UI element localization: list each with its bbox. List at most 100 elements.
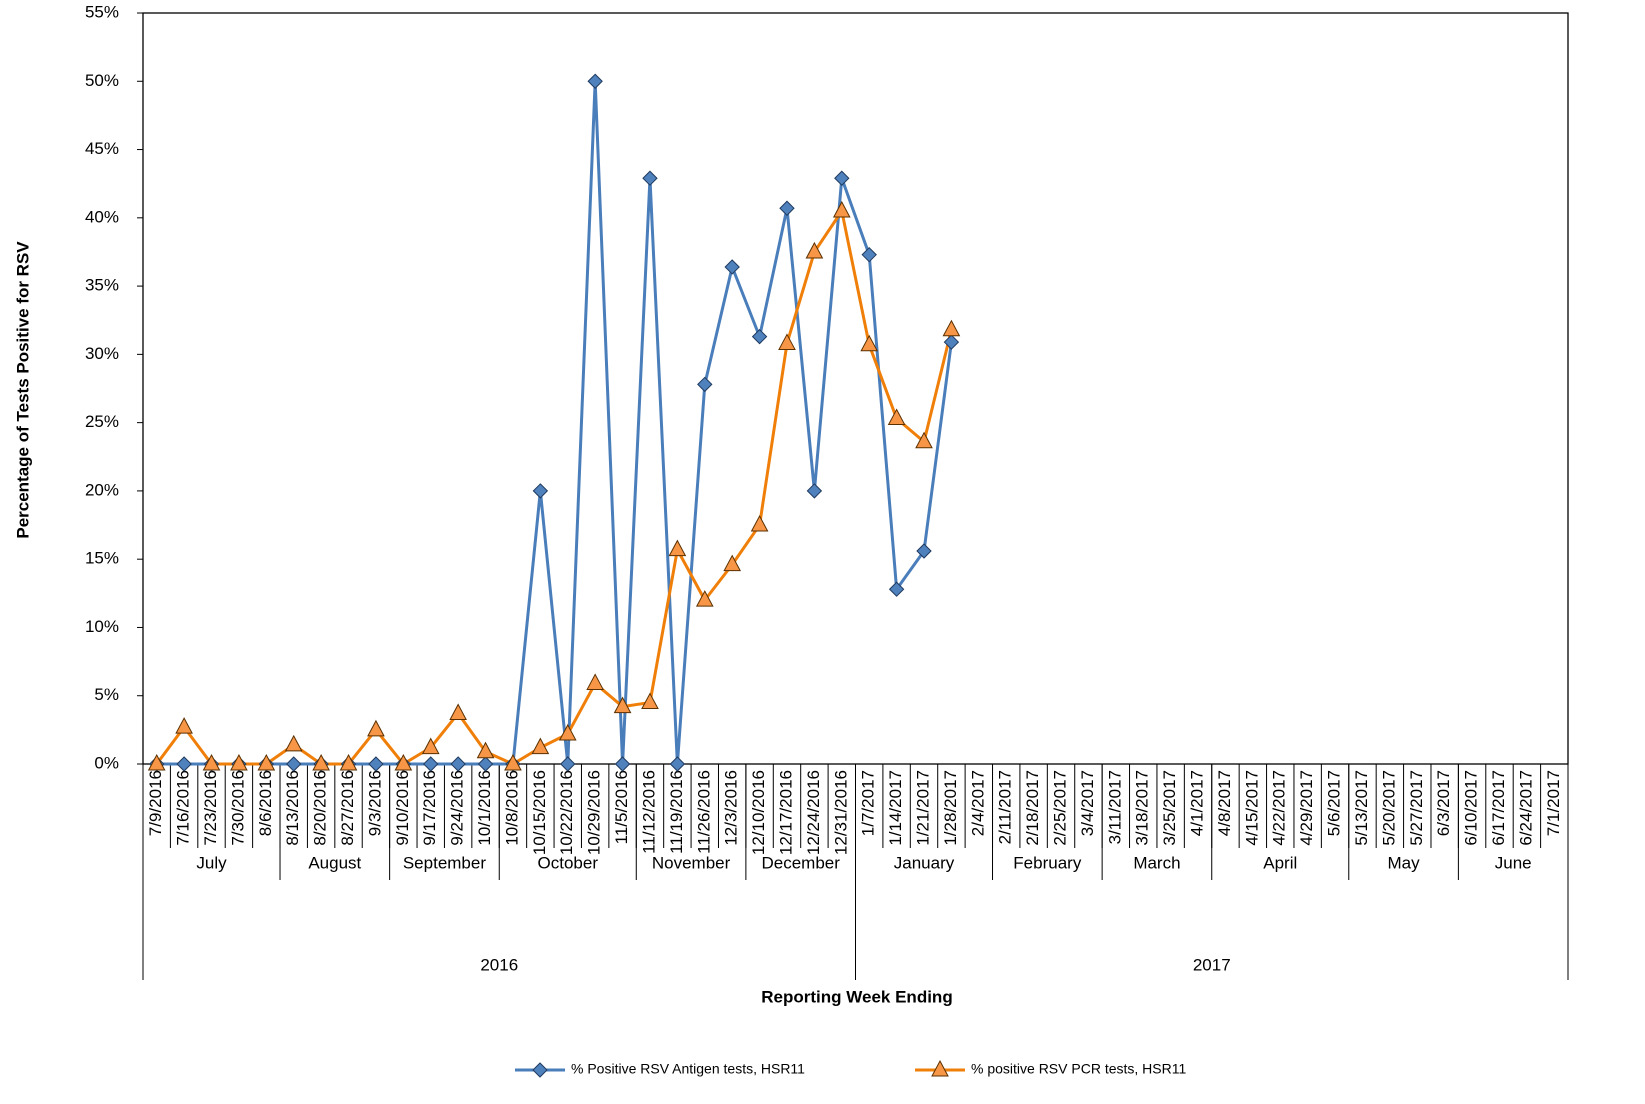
x-tick-label: 3/4/2017 [1078, 770, 1097, 836]
data-point [832, 200, 851, 218]
x-tick-label: 8/20/2016 [311, 770, 330, 846]
data-point [504, 753, 522, 771]
data-point [724, 259, 740, 275]
data-point [641, 692, 659, 710]
data-point [834, 170, 850, 186]
x-tick-label: 6/17/2017 [1489, 770, 1508, 846]
data-point [586, 673, 604, 690]
x-tick-label: 3/25/2017 [1160, 770, 1179, 846]
x-tick-label: 10/29/2016 [585, 770, 604, 855]
y-tick-label: 45% [85, 139, 119, 158]
data-point [669, 756, 686, 772]
month-label: February [1013, 853, 1082, 872]
month-label: June [1495, 853, 1532, 872]
x-tick-label: 4/8/2017 [1215, 770, 1234, 836]
data-point [339, 753, 358, 771]
data-point [257, 753, 276, 771]
y-tick-label: 55% [85, 2, 119, 21]
y-tick-label: 35% [85, 276, 119, 295]
month-label: April [1263, 853, 1297, 872]
month-label: May [1388, 853, 1421, 872]
month-label: March [1133, 853, 1180, 872]
month-label: December [761, 853, 840, 872]
data-point [284, 734, 303, 752]
year-label: 2016 [480, 955, 518, 974]
x-tick-label: 1/28/2017 [941, 770, 960, 846]
y-tick-label: 5% [94, 685, 119, 704]
month-label: January [894, 853, 955, 872]
month-label: September [403, 853, 486, 872]
x-tick-label: 5/13/2017 [1352, 770, 1371, 846]
month-label: August [308, 853, 361, 872]
y-axis-title: Percentage of Tests Positive for RSV [13, 241, 32, 539]
data-point [915, 431, 933, 449]
data-point [778, 333, 796, 350]
x-tick-label: 7/9/2016 [146, 770, 165, 836]
data-point [423, 756, 439, 772]
x-tick-label: 5/20/2017 [1379, 770, 1398, 846]
data-point [887, 408, 906, 426]
x-tick-label: 2/18/2017 [1023, 770, 1042, 846]
data-point [558, 723, 577, 741]
y-tick-label: 0% [94, 753, 119, 772]
x-tick-label: 12/3/2016 [722, 770, 741, 846]
data-point [805, 241, 824, 259]
x-tick-label: 8/13/2016 [283, 770, 302, 846]
data-point [942, 319, 961, 337]
data-point [642, 170, 658, 186]
data-point [751, 328, 768, 345]
x-tick-label: 1/14/2017 [886, 770, 905, 846]
month-label: July [196, 853, 227, 872]
x-tick-label: 3/11/2017 [1105, 770, 1124, 844]
x-tick-label: 12/10/2016 [749, 770, 768, 855]
data-point [312, 753, 330, 771]
month-label: November [652, 853, 731, 872]
y-tick-label: 50% [85, 71, 119, 90]
x-tick-label: 4/1/2017 [1188, 770, 1207, 836]
x-tick-label: 7/1/2017 [1544, 770, 1563, 836]
x-tick-label: 5/6/2017 [1325, 770, 1344, 836]
series-line [156, 79, 953, 766]
x-tick-label: 3/18/2017 [1133, 770, 1152, 846]
x-tick-label: 1/21/2017 [913, 770, 932, 846]
data-point [860, 334, 879, 352]
x-tick-label: 12/24/2016 [804, 770, 823, 855]
data-point [532, 483, 549, 499]
y-tick-label: 30% [85, 344, 119, 363]
x-tick-label: 4/22/2017 [1270, 770, 1289, 846]
x-tick-label: 2/11/2017 [996, 770, 1015, 844]
x-tick-label: 9/24/2016 [448, 770, 467, 846]
data-point [943, 334, 960, 350]
x-tick-label: 10/22/2016 [557, 770, 576, 855]
data-point [175, 717, 193, 734]
data-point [613, 696, 632, 714]
x-tick-label: 11/5/2016 [612, 770, 631, 844]
x-tick-label: 11/12/2016 [639, 770, 658, 854]
x-tick-label: 8/6/2016 [256, 770, 275, 836]
x-tick-label: 6/3/2017 [1434, 770, 1453, 836]
x-axis-title: Reporting Week Ending [761, 987, 952, 1006]
data-point [668, 539, 687, 557]
data-point [147, 753, 166, 771]
data-point [394, 753, 413, 771]
x-tick-label: 2/25/2017 [1051, 770, 1070, 846]
y-tick-label: 25% [85, 412, 119, 431]
data-point [202, 753, 221, 771]
legend-label: % positive RSV PCR tests, HSR11 [971, 1061, 1186, 1077]
data-point [723, 554, 742, 572]
data-point [587, 73, 603, 89]
x-tick-label: 10/15/2016 [530, 770, 549, 855]
data-point [476, 741, 495, 759]
data-point [697, 376, 713, 393]
x-tick-label: 9/10/2016 [393, 770, 412, 846]
data-point [230, 753, 248, 771]
x-tick-label: 5/27/2017 [1407, 770, 1426, 846]
x-tick-label: 1/7/2017 [859, 770, 878, 836]
x-tick-label: 12/17/2016 [776, 770, 795, 855]
data-point [368, 756, 384, 772]
data-point [286, 756, 302, 772]
data-point [421, 737, 440, 755]
x-tick-label: 9/17/2016 [420, 770, 439, 846]
data-point [450, 756, 466, 772]
